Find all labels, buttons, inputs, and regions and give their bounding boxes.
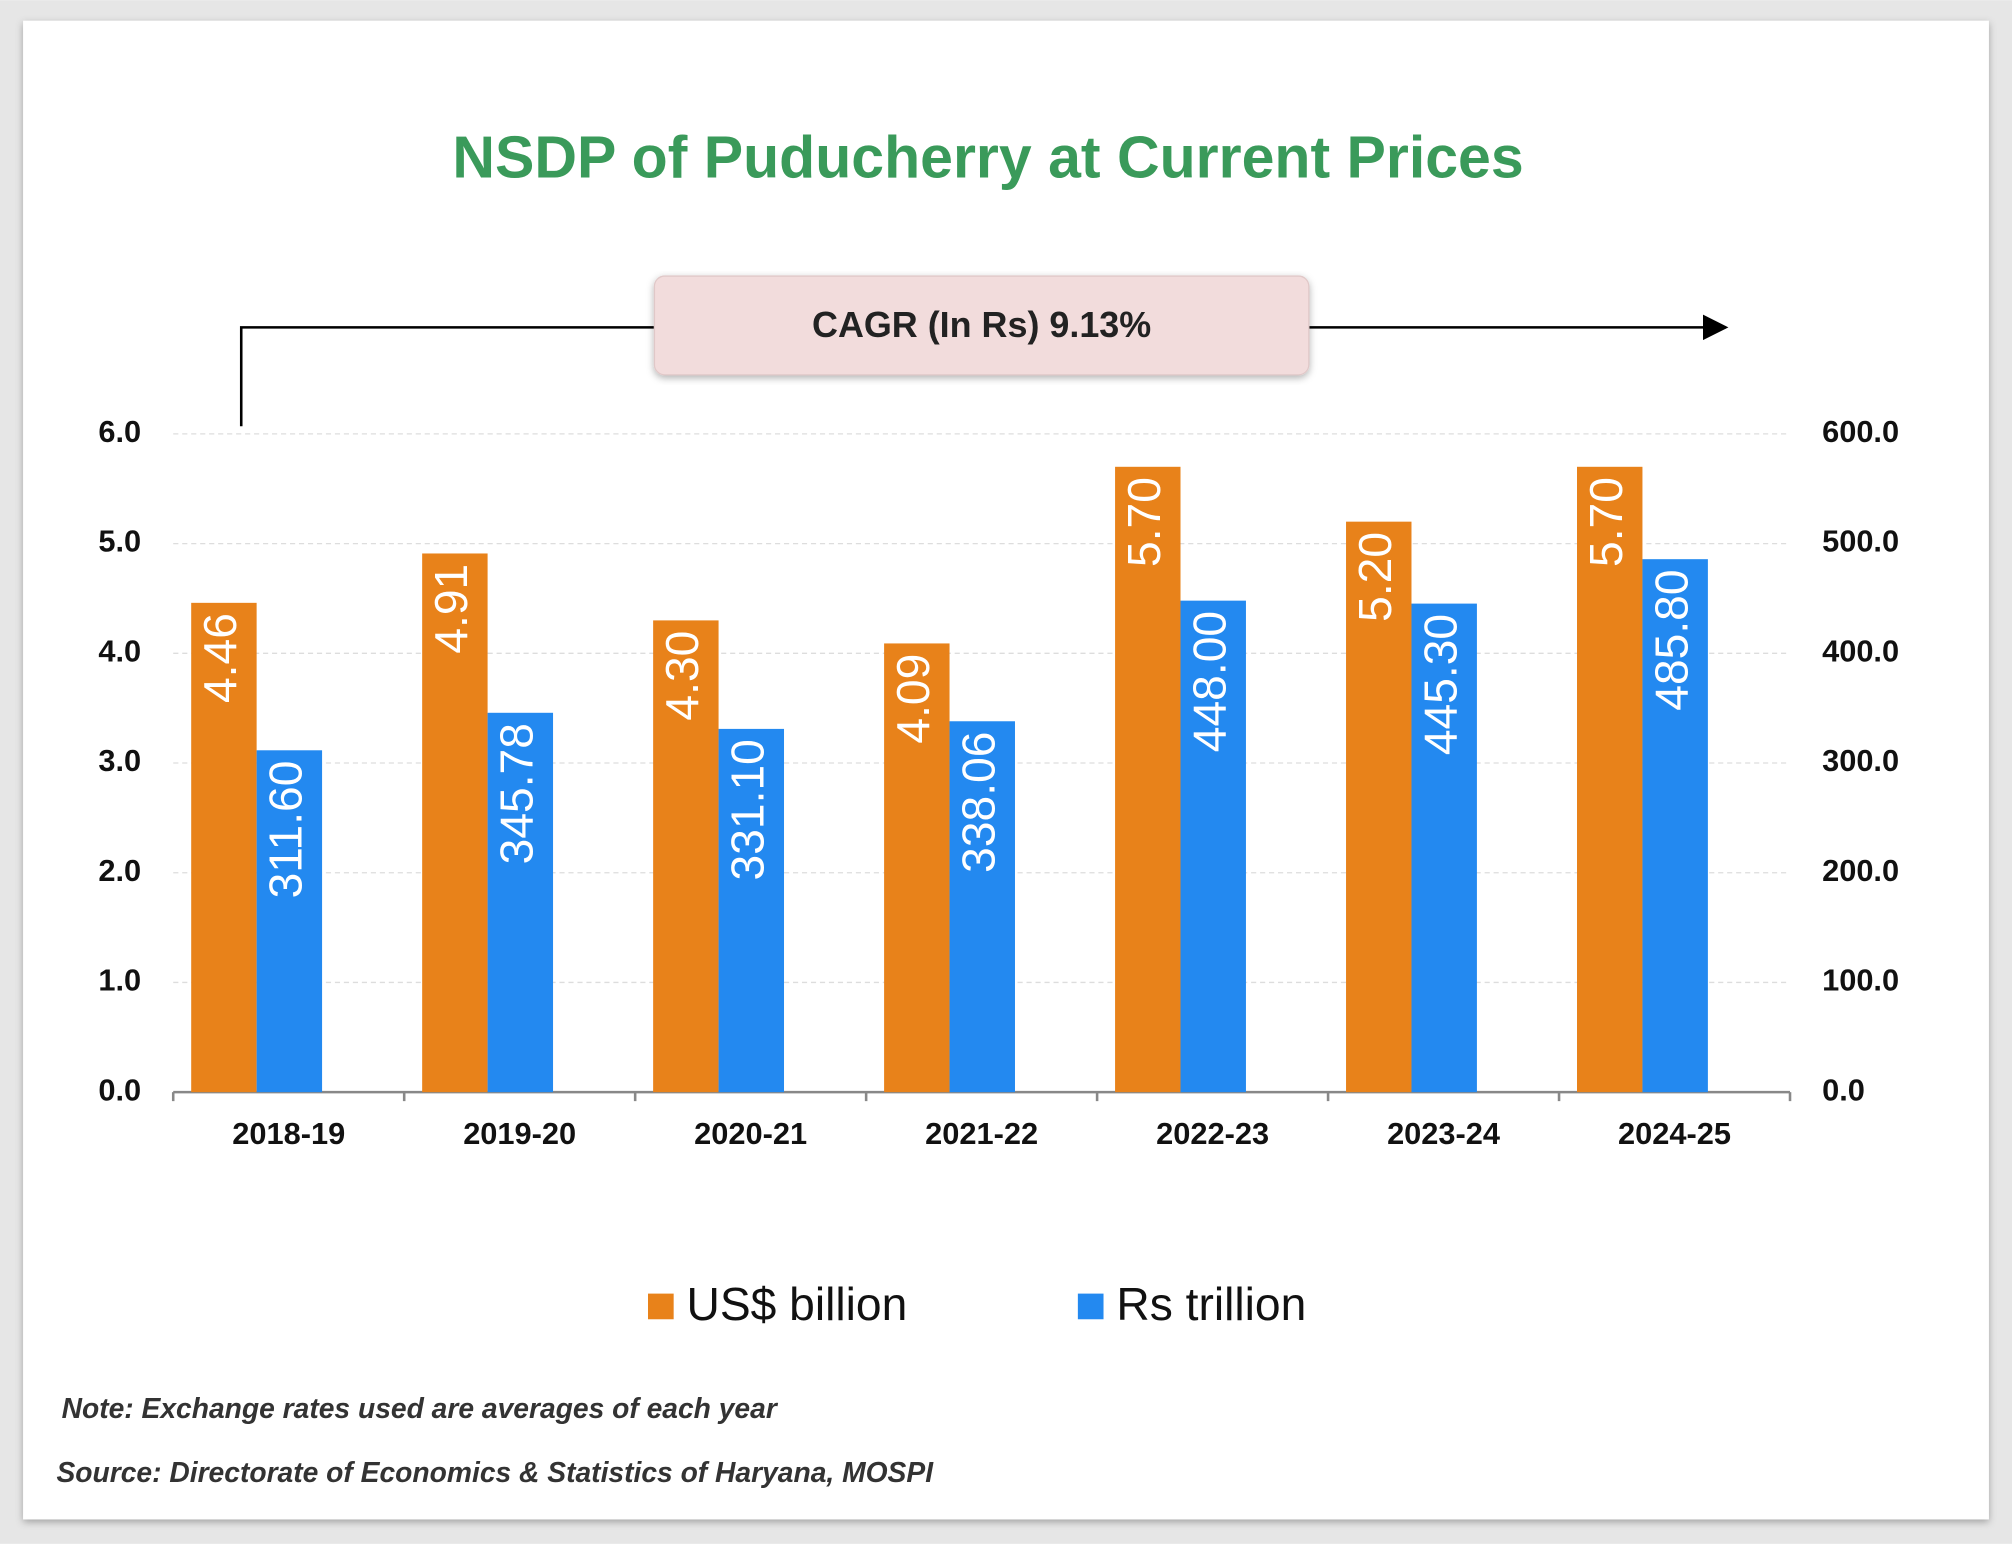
value-label: 5.20	[1349, 532, 1401, 622]
legend-label: Rs trillion	[1116, 1278, 1306, 1330]
y2-tick-label: 400.0	[1822, 633, 1899, 668]
bar	[1642, 559, 1708, 1093]
source: Source: Directorate of Economics & Stati…	[56, 1456, 934, 1488]
bar	[1346, 521, 1412, 1093]
bar	[884, 643, 950, 1093]
y2-tick-label: 200.0	[1822, 853, 1899, 888]
cagr-arrow	[239, 327, 1726, 427]
value-label: 5.70	[1580, 477, 1632, 567]
x-tick-label: 2020-21	[694, 1116, 807, 1151]
value-label: 4.91	[425, 564, 477, 654]
y-tick-label: 5.0	[98, 524, 141, 559]
legend-swatch	[1077, 1293, 1104, 1320]
y2-tick-label: 0.0	[1822, 1072, 1865, 1107]
x-tick-label: 2018-19	[232, 1116, 345, 1151]
x-tick-label: 2023-24	[1387, 1116, 1500, 1151]
value-label: 485.80	[1645, 569, 1697, 710]
value-label: 331.10	[721, 739, 773, 880]
y2-tick-label: 500.0	[1822, 524, 1899, 559]
legend-label: US$ billion	[686, 1278, 907, 1330]
y-tick-label: 6.0	[98, 414, 141, 449]
value-label: 4.09	[887, 654, 939, 744]
value-label: 448.00	[1183, 611, 1235, 752]
bar	[422, 553, 488, 1093]
y-tick-label: 0.0	[98, 1072, 141, 1107]
y-tick-label: 3.0	[98, 743, 141, 778]
bar	[1577, 466, 1643, 1093]
y2-tick-label: 300.0	[1822, 743, 1899, 778]
note: Note: Exchange rates used are averages o…	[62, 1392, 779, 1424]
bar	[1411, 603, 1477, 1093]
x-tick-label: 2021-22	[925, 1116, 1038, 1151]
bar	[191, 602, 257, 1093]
value-label: 338.06	[952, 732, 1004, 873]
x-tick-label: 2024-25	[1618, 1116, 1731, 1151]
y2-tick-label: 100.0	[1822, 963, 1899, 998]
x-tick-label: 2019-20	[463, 1116, 576, 1151]
y-tick-label: 2.0	[98, 853, 141, 888]
legend-swatch	[647, 1293, 674, 1320]
value-label: 445.30	[1414, 614, 1466, 755]
value-label: 4.46	[194, 613, 246, 703]
y-tick-label: 1.0	[98, 963, 141, 998]
bar	[256, 750, 323, 1093]
x-tick-label: 2022-23	[1156, 1116, 1269, 1151]
y-tick-label: 4.0	[98, 633, 141, 668]
value-label: 311.60	[260, 761, 312, 899]
chart-title: NSDP of Puducherry at Current Prices	[452, 124, 1523, 190]
cagr-box	[653, 275, 1310, 376]
value-label: 5.70	[1118, 477, 1170, 567]
bar	[1115, 466, 1181, 1093]
y2-tick-label: 600.0	[1822, 414, 1899, 449]
value-label: 4.30	[656, 631, 708, 721]
cagr-annotation: CAGR (In Rs) 9.13%	[812, 304, 1151, 345]
bar	[718, 728, 785, 1093]
bar	[487, 712, 554, 1093]
bar	[1180, 600, 1246, 1093]
bar	[653, 620, 719, 1093]
bar	[949, 721, 1015, 1093]
value-label: 345.78	[491, 723, 543, 864]
